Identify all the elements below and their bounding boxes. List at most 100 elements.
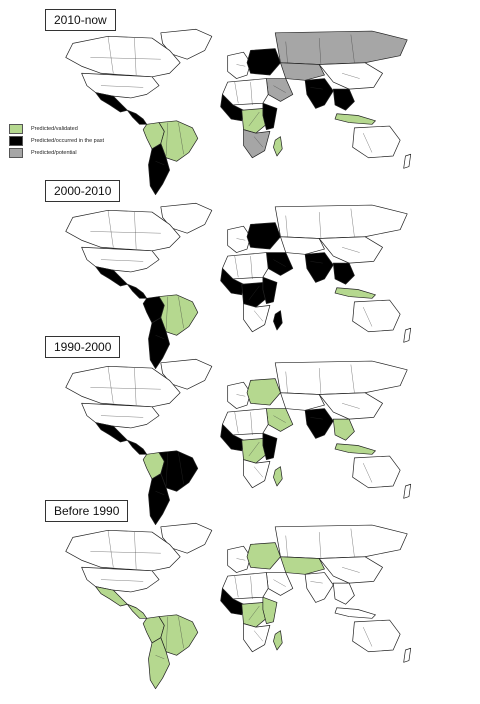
region-central-america — [127, 109, 148, 125]
country-border — [350, 528, 355, 557]
country-border — [134, 368, 137, 406]
region-madagascar — [273, 136, 283, 157]
legend-item-validated: Predicted/validated — [9, 123, 104, 134]
region-southeast-asia — [332, 418, 355, 441]
region-south-asia — [304, 78, 334, 109]
country-border — [285, 41, 288, 63]
region-usa — [81, 72, 160, 99]
world-map — [65, 522, 412, 690]
world-map — [65, 358, 412, 526]
country-border — [155, 335, 165, 339]
region-eastern-europe — [246, 222, 281, 250]
country-border — [350, 364, 355, 393]
region-south-cone — [148, 637, 170, 690]
country-border — [234, 412, 239, 434]
legend-label: Predicted/occurred in the past — [31, 137, 105, 144]
region-indonesia — [334, 443, 376, 455]
region-southern-africa — [243, 129, 271, 159]
country-border — [165, 452, 168, 487]
map-panel-2010-now: 2010-now — [0, 0, 480, 196]
country-border — [253, 466, 263, 478]
country-border — [90, 387, 161, 390]
country-border — [250, 576, 253, 599]
legend-item-occurred: Predicted/occurred in the past — [9, 135, 104, 146]
period-label: 2000-2010 — [45, 180, 121, 202]
legend-swatch — [9, 147, 23, 158]
country-border — [319, 368, 322, 395]
legend-swatch — [9, 135, 23, 146]
region-usa — [81, 246, 160, 273]
region-australia — [352, 619, 401, 653]
country-border — [234, 256, 239, 278]
world-map — [65, 202, 412, 370]
country-border — [100, 579, 144, 582]
region-east-africa — [262, 102, 278, 130]
region-canada — [65, 209, 181, 252]
period-label: 2010-now — [45, 9, 116, 31]
world-map — [65, 28, 412, 196]
region-usa — [81, 566, 160, 593]
country-border — [319, 38, 322, 65]
region-southern-africa — [243, 459, 271, 489]
region-usa — [81, 402, 160, 429]
legend-label: Predicted/validated — [31, 125, 78, 132]
country-border — [363, 133, 373, 153]
country-border — [100, 259, 144, 262]
country-border — [363, 627, 373, 647]
country-border — [253, 310, 263, 322]
country-border — [236, 394, 246, 397]
region-west-africa — [220, 588, 244, 616]
country-border — [319, 532, 322, 559]
map-panel-1990-2000: 1990-2000 — [0, 334, 480, 526]
period-label: Before 1990 — [45, 500, 129, 522]
region-greenland — [160, 28, 213, 60]
region-middle-east — [266, 78, 294, 102]
region-australia — [352, 125, 401, 159]
country-border — [273, 415, 286, 423]
country-border — [165, 122, 168, 157]
region-russia — [274, 524, 408, 559]
region-new-zealand — [403, 647, 412, 663]
country-border — [248, 285, 260, 301]
region-east-africa — [262, 596, 278, 624]
legend-label: Predicted/potential — [31, 149, 77, 156]
country-border — [107, 530, 114, 568]
region-central-africa — [241, 108, 267, 134]
region-brazil — [158, 450, 199, 492]
country-border — [273, 579, 286, 587]
country-border — [342, 247, 360, 253]
region-new-zealand — [403, 483, 412, 499]
country-border — [107, 366, 114, 404]
region-middle-east — [266, 572, 294, 596]
country-border — [100, 415, 144, 418]
country-border — [285, 215, 288, 237]
country-border — [90, 551, 161, 554]
region-west-africa — [220, 268, 244, 296]
country-border — [273, 85, 286, 93]
map-panel-before-1990: Before 1990 — [0, 498, 480, 690]
country-border — [134, 532, 137, 570]
country-border — [248, 111, 260, 127]
country-border — [155, 655, 165, 659]
map-panel-2000-2010: 2000-2010 — [0, 176, 480, 370]
country-border — [107, 210, 114, 248]
region-central-asia — [280, 556, 325, 575]
region-south-asia — [304, 408, 334, 439]
region-south-asia — [304, 252, 334, 283]
region-russia — [274, 204, 408, 239]
country-border — [248, 605, 260, 621]
region-west-africa — [220, 94, 244, 122]
country-border — [250, 82, 253, 105]
legend-swatch — [9, 123, 23, 134]
country-border — [310, 87, 323, 90]
region-canada — [65, 529, 181, 572]
map-legend: Predicted/validated Predicted/occurred i… — [9, 123, 104, 159]
region-greenland — [160, 202, 213, 234]
region-indonesia — [334, 607, 376, 619]
region-brazil — [158, 120, 199, 162]
country-border — [285, 535, 288, 557]
region-south-cone — [148, 317, 170, 370]
region-madagascar — [273, 630, 283, 651]
region-canada — [65, 365, 181, 408]
region-south-cone — [148, 473, 170, 526]
